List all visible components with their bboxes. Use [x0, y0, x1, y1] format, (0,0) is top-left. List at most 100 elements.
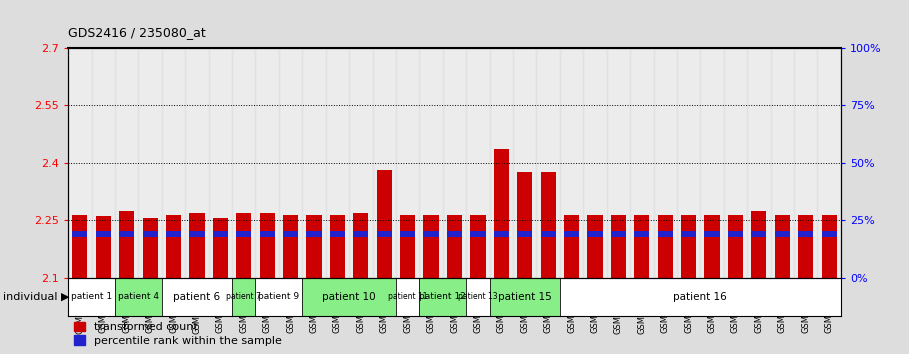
- Bar: [817, 48, 841, 278]
- Bar: [466, 48, 490, 278]
- Bar: [213, 230, 228, 237]
- Bar: [279, 48, 303, 278]
- Bar: [283, 215, 298, 278]
- Bar: [564, 215, 579, 278]
- Bar: [424, 230, 439, 237]
- Bar: [303, 278, 396, 316]
- Bar: [517, 230, 533, 237]
- Bar: [822, 215, 836, 278]
- Bar: [115, 48, 138, 278]
- Bar: [119, 211, 135, 278]
- Bar: [587, 215, 603, 278]
- Bar: [751, 230, 766, 237]
- Bar: [517, 172, 533, 278]
- Bar: [490, 278, 560, 316]
- Bar: [162, 278, 232, 316]
- Bar: [396, 278, 419, 316]
- Text: patient 1: patient 1: [71, 292, 112, 302]
- Bar: [541, 172, 555, 278]
- Bar: [68, 278, 115, 316]
- Text: patient 12: patient 12: [419, 292, 466, 302]
- Bar: [560, 48, 584, 278]
- Bar: [330, 230, 345, 237]
- Bar: [189, 230, 205, 237]
- Text: patient 15: patient 15: [498, 292, 552, 302]
- Bar: [681, 230, 696, 237]
- Bar: [349, 48, 373, 278]
- Bar: [541, 230, 555, 237]
- Bar: [728, 215, 743, 278]
- Bar: [185, 48, 209, 278]
- Bar: [166, 215, 181, 278]
- Bar: [209, 48, 232, 278]
- Bar: [490, 48, 513, 278]
- Bar: [747, 48, 771, 278]
- Bar: [376, 230, 392, 237]
- Bar: [798, 230, 814, 237]
- Bar: [95, 216, 111, 278]
- Bar: [724, 48, 747, 278]
- Bar: [232, 278, 255, 316]
- Text: GDS2416 / 235080_at: GDS2416 / 235080_at: [68, 26, 206, 39]
- Bar: [354, 213, 368, 278]
- Bar: [704, 215, 720, 278]
- Text: patient 13: patient 13: [458, 292, 498, 302]
- Bar: [774, 215, 790, 278]
- Bar: [255, 278, 303, 316]
- Bar: [325, 48, 349, 278]
- Bar: [677, 48, 700, 278]
- Bar: [654, 48, 677, 278]
- Bar: [306, 230, 322, 237]
- Bar: [303, 48, 325, 278]
- Bar: [771, 48, 794, 278]
- Bar: [536, 48, 560, 278]
- Bar: [119, 230, 135, 237]
- Bar: [232, 48, 255, 278]
- Bar: [447, 230, 462, 237]
- Bar: [143, 230, 158, 237]
- Bar: [447, 215, 462, 278]
- Bar: [704, 230, 720, 237]
- Bar: [584, 48, 606, 278]
- Bar: [373, 48, 396, 278]
- Bar: [143, 218, 158, 278]
- Bar: [634, 230, 649, 237]
- Bar: [330, 215, 345, 278]
- Bar: [822, 230, 836, 237]
- Bar: [255, 48, 279, 278]
- Bar: [306, 215, 322, 278]
- Bar: [657, 230, 673, 237]
- Bar: [92, 48, 115, 278]
- Text: patient 6: patient 6: [174, 292, 221, 302]
- Text: patient 16: patient 16: [674, 292, 727, 302]
- Bar: [587, 230, 603, 237]
- Bar: [774, 230, 790, 237]
- Bar: [95, 230, 111, 237]
- Bar: [466, 278, 490, 316]
- Bar: [728, 230, 743, 237]
- Bar: [751, 211, 766, 278]
- Bar: [73, 215, 87, 278]
- Bar: [798, 215, 814, 278]
- Bar: [115, 278, 162, 316]
- Bar: [700, 48, 724, 278]
- Bar: [283, 230, 298, 237]
- Bar: [611, 215, 626, 278]
- Bar: [260, 213, 275, 278]
- Bar: [138, 48, 162, 278]
- Bar: [419, 48, 443, 278]
- Bar: [494, 149, 509, 278]
- Bar: [213, 218, 228, 278]
- Bar: [396, 48, 419, 278]
- Text: individual ▶: individual ▶: [3, 292, 69, 302]
- Bar: [681, 215, 696, 278]
- Text: patient 11: patient 11: [388, 292, 427, 302]
- Bar: [657, 215, 673, 278]
- Bar: [162, 48, 185, 278]
- Bar: [564, 230, 579, 237]
- Bar: [634, 215, 649, 278]
- Bar: [189, 213, 205, 278]
- Bar: [73, 230, 87, 237]
- Text: patient 9: patient 9: [258, 292, 299, 302]
- Bar: [470, 215, 485, 278]
